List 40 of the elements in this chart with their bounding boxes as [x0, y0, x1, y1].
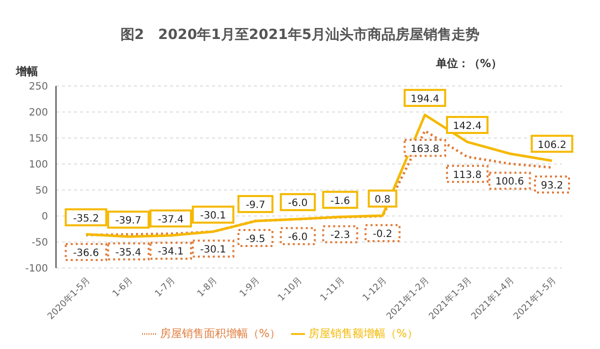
data-label: 142.4 — [452, 120, 482, 132]
data-label: 106.2 — [538, 140, 566, 151]
y-tick-label: 50 — [35, 186, 48, 197]
x-tick-label: 1-8月 — [196, 276, 220, 300]
y-tick-label: 0 — [42, 212, 48, 223]
data-label: -36.6 — [73, 248, 99, 260]
data-label: 0.8 — [374, 194, 390, 206]
y-axis-title: 增幅 — [16, 64, 38, 79]
x-tick-label: 1-6月 — [111, 276, 136, 300]
data-label: -35.4 — [115, 247, 142, 258]
chart-title: 图2 2020年1月至2021年5月汕头市商品房屋销售走势 — [119, 26, 481, 44]
data-label: -9.7 — [246, 200, 266, 212]
y-tick-label: 250 — [28, 82, 48, 93]
data-label: 93.2 — [540, 180, 564, 192]
y-tick-label: -50 — [32, 238, 48, 249]
data-label: -34.1 — [158, 246, 184, 258]
data-label: -35.2 — [73, 213, 99, 224]
data-label: -39.7 — [115, 216, 142, 227]
y-tick-label: 150 — [28, 134, 48, 145]
data-label: -1.6 — [330, 196, 350, 207]
data-label: 163.8 — [410, 144, 440, 155]
legend-label: 房屋销售面积增幅（%） — [160, 327, 280, 340]
data-label: -30.1 — [200, 210, 226, 222]
x-tick-label: 1-7月 — [154, 276, 178, 300]
y-tick-label: -100 — [25, 264, 48, 275]
x-tick-label: 1-9月 — [238, 276, 262, 300]
data-label: -0.2 — [372, 229, 392, 240]
data-label: -6.0 — [288, 198, 308, 210]
data-label: -37.4 — [158, 214, 184, 226]
data-label: 113.8 — [452, 170, 482, 181]
text: 单位：（%） — [436, 56, 502, 71]
data-label: -2.3 — [330, 230, 350, 242]
y-tick-label: 100 — [28, 160, 48, 171]
data-label: 100.6 — [495, 176, 524, 188]
legend-label: 房屋销售额增幅（%） — [308, 327, 418, 340]
data-label: -6.0 — [288, 232, 308, 244]
data-label: -9.5 — [246, 234, 266, 245]
data-label: 194.4 — [410, 94, 440, 105]
y-tick-label: 200 — [28, 108, 48, 119]
data-label: -30.1 — [200, 244, 226, 256]
